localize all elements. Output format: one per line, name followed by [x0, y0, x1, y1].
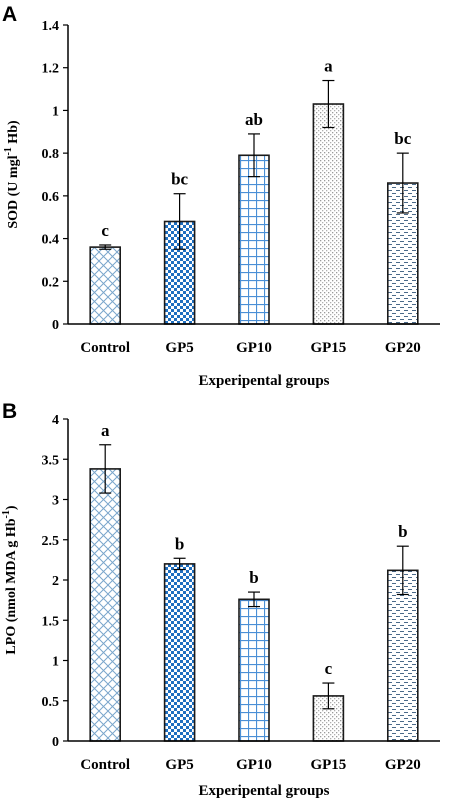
panel-letter: A — [2, 3, 17, 26]
bar-gp20 — [386, 569, 419, 742]
y-tick-label: 0 — [52, 735, 59, 750]
significance-letter: ab — [245, 110, 263, 129]
y-tick-label: 2 — [52, 574, 59, 589]
y-axis-label-main: SOD (U mgl — [6, 155, 21, 228]
y-tick-label: 0.4 — [42, 233, 60, 248]
y-tick-label: 3.5 — [42, 453, 60, 468]
y-axis-label-superscript: -1 — [1, 510, 12, 518]
error-bars — [99, 79, 409, 250]
significance-letter: b — [175, 534, 184, 553]
y-axis-label-superscript: -1 — [3, 147, 14, 155]
x-tick-label: Control — [80, 757, 130, 773]
x-tick-label: GP10 — [236, 340, 272, 356]
y-axis-label: LPO (nmol MDA g Hb-1) — [1, 505, 19, 654]
y-axis-label-end: ) — [4, 505, 19, 510]
significance-letter: b — [249, 568, 258, 587]
significance-letter: b — [398, 522, 407, 541]
y-axis-ticks: 0 0.5 1 1.5 2 2.5 3 3.5 4 — [42, 413, 68, 750]
x-tick-label: GP20 — [385, 757, 421, 773]
chart-panel-b: B 0 0.5 1 1.5 2 2.5 3 3.5 4 a b b c b Control GP5 GP10… — [1, 400, 440, 799]
x-tick-label: GP15 — [310, 757, 346, 773]
y-tick-label: 0.8 — [42, 147, 60, 162]
y-axis-label-main: LPO (nmol MDA g Hb — [4, 518, 19, 654]
bar-control — [89, 468, 121, 742]
x-axis-label: Experipental groups — [199, 783, 330, 799]
y-tick-label: 1.2 — [42, 62, 60, 77]
y-tick-label: 2.5 — [42, 534, 60, 549]
x-tick-label: Control — [80, 340, 130, 356]
significance-letter: a — [324, 57, 333, 76]
bar-gp10 — [238, 154, 270, 325]
y-axis-ticks: 0 0.2 0.4 0.6 0.8 1 1.2 1.4 — [42, 19, 68, 333]
y-tick-label: 0.2 — [42, 275, 60, 290]
y-tick-label: 1 — [52, 655, 59, 670]
y-tick-label: 0.5 — [42, 695, 60, 710]
x-axis-categories: Control GP5 GP10 GP15 GP20 — [80, 757, 420, 773]
error-bars — [99, 444, 409, 710]
y-tick-label: 0.6 — [42, 190, 60, 205]
y-axis-label: SOD (U mgl-1 Hb) — [3, 120, 21, 229]
x-tick-label: GP5 — [165, 340, 193, 356]
bar-control — [89, 246, 121, 325]
x-tick-label: GP10 — [236, 757, 272, 773]
significance-letter: bc — [394, 129, 411, 148]
x-axis-label: Experipental groups — [199, 373, 330, 389]
y-tick-label: 1 — [52, 104, 59, 119]
bar-gp15 — [312, 103, 345, 325]
y-tick-label: 0 — [52, 318, 59, 333]
y-axis-label-end: Hb) — [6, 120, 21, 147]
y-tick-label: 1.4 — [42, 19, 60, 34]
bar-gp5 — [163, 563, 196, 742]
significance-letter: c — [325, 659, 333, 678]
significance-letters: c bc ab a bc — [101, 57, 411, 240]
bars — [89, 468, 419, 742]
x-tick-label: GP20 — [385, 340, 421, 356]
bar-gp10 — [238, 598, 270, 742]
x-axis-categories: Control GP5 GP10 GP15 GP20 — [80, 340, 420, 356]
significance-letters: a b b c b — [101, 421, 408, 678]
chart-panel-a: A 0 0.2 0.4 0.6 0.8 1 1.2 1.4 c bc ab a bc Control G… — [2, 3, 440, 389]
significance-letter: a — [101, 421, 110, 440]
significance-letter: bc — [171, 170, 188, 189]
y-tick-label: 4 — [52, 413, 59, 428]
x-tick-label: GP15 — [310, 340, 346, 356]
x-tick-label: GP5 — [165, 757, 193, 773]
panel-letter: B — [2, 400, 17, 423]
y-tick-label: 1.5 — [42, 614, 60, 629]
y-tick-label: 3 — [52, 494, 59, 509]
significance-letter: c — [101, 221, 109, 240]
